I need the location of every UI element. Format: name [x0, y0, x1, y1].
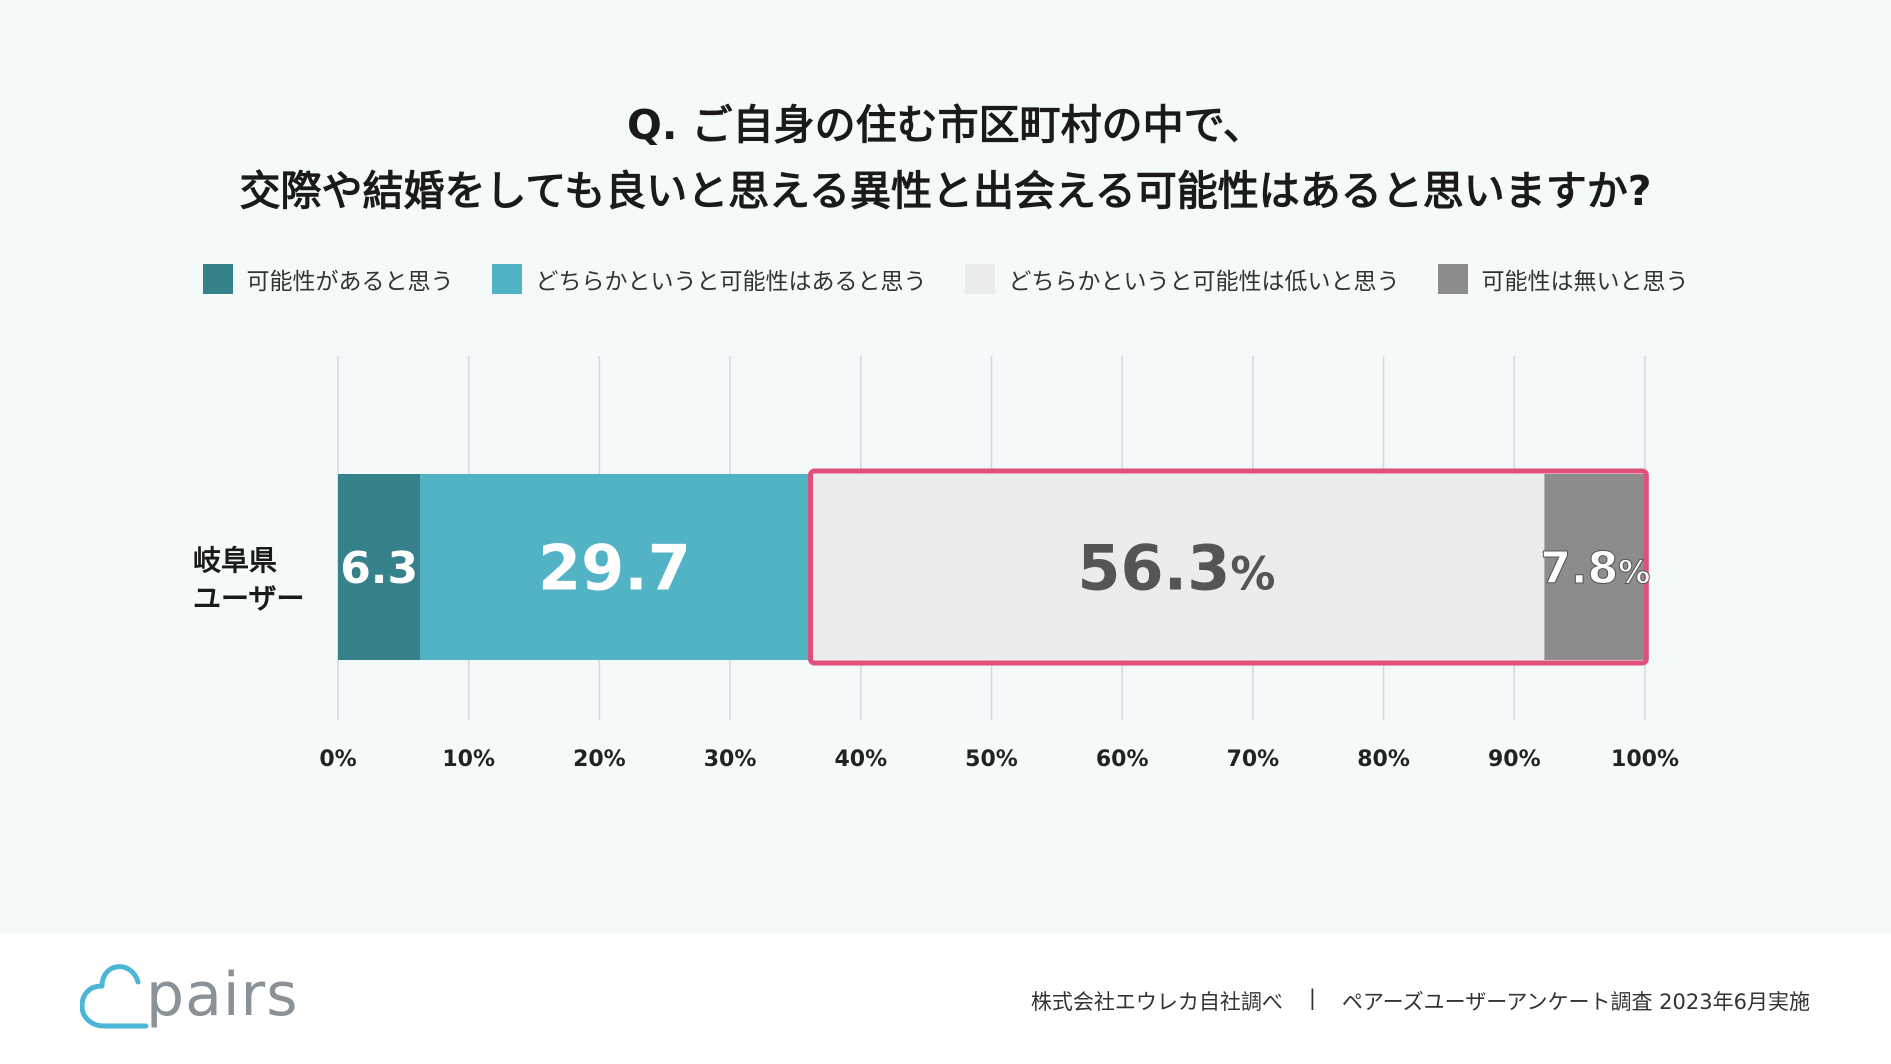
- bar-segment: [420, 474, 809, 660]
- legend-swatch-1: [202, 264, 233, 294]
- legend-swatch-2: [491, 264, 522, 294]
- legend-label-4: 可能性は無いと思う: [1481, 269, 1689, 295]
- legend-label-2: どちらかというと可能性はあると思う: [535, 269, 927, 295]
- data-label-percent: %: [1618, 553, 1650, 591]
- source-text: 株式会社エウレカ自社調べ: [1030, 990, 1283, 1014]
- legend: 可能性があると思う どちらかというと可能性はあると思う どちらかというと可能性は…: [0, 262, 1891, 296]
- x-tick-label: 50%: [965, 747, 1018, 772]
- x-tick-label: 60%: [1096, 747, 1149, 772]
- legend-label-1: 可能性があると思う: [246, 269, 454, 295]
- source-credit: 株式会社エウレカ自社調べ | ペアーズユーザーアンケート調査 2023年6月実施: [1031, 986, 1810, 1016]
- legend-item-1: 可能性があると思う: [202, 262, 454, 296]
- data-label: 29.7: [538, 531, 691, 604]
- pairs-logo: pairs: [80, 954, 310, 1044]
- x-tick-label: 100%: [1611, 747, 1679, 772]
- stacked-bar-chart: 0% 10% 20% 30% 40% 50% 60% 70% 80% 90% 100% 岐阜県ユーザー…: [193, 356, 1679, 772]
- legend-item-4: 可能性は無いと思う: [1437, 262, 1689, 296]
- data-label: 7.8%: [1540, 543, 1650, 594]
- x-tick-label: 30%: [704, 747, 757, 772]
- x-tick-label: 20%: [573, 747, 626, 772]
- data-label-percent: %: [1230, 547, 1275, 600]
- title-line-1: Q. ご自身の住む市区町村の中で、: [626, 101, 1265, 149]
- title-line-2: 交際や結婚をしても良いと思える異性と出会える可能性はあると思いますか?: [239, 167, 1652, 215]
- data-label: 6.3: [340, 543, 418, 594]
- highlight-outline: [808, 468, 1649, 666]
- survey-text: ペアーズユーザーアンケート調査 2023年6月実施: [1341, 990, 1810, 1014]
- bar-segment: [1544, 474, 1647, 660]
- bar-segment: [338, 474, 421, 660]
- legend-item-3: どちらかというと可能性は低いと思う: [964, 262, 1400, 296]
- x-tick-label: 90%: [1488, 747, 1541, 772]
- logo-text: pairs: [146, 960, 299, 1030]
- legend-item-2: どちらかというと可能性はあると思う: [491, 262, 927, 296]
- footer: pairs 株式会社エウレカ自社調べ | ペアーズユーザーアンケート調査 202…: [0, 934, 1891, 1064]
- cloud-icon: [80, 964, 149, 1029]
- x-tick-label: 10%: [442, 747, 495, 772]
- x-tick-label: 70%: [1227, 747, 1280, 772]
- category-label: 岐阜県: [193, 544, 277, 577]
- legend-swatch-3: [964, 264, 995, 294]
- bar-segment: [808, 474, 1545, 660]
- source-separator: |: [1308, 986, 1316, 1010]
- legend-label-3: どちらかというと可能性は低いと思う: [1008, 269, 1400, 295]
- x-tick-label: 0%: [319, 747, 356, 772]
- category-label: ユーザー: [193, 582, 304, 615]
- legend-swatch-4: [1437, 264, 1468, 294]
- x-tick-label: 40%: [834, 747, 887, 772]
- x-tick-label: 80%: [1357, 747, 1410, 772]
- chart-title: Q. ご自身の住む市区町村の中で、 交際や結婚をしても良いと思える異性と出会える…: [0, 92, 1891, 224]
